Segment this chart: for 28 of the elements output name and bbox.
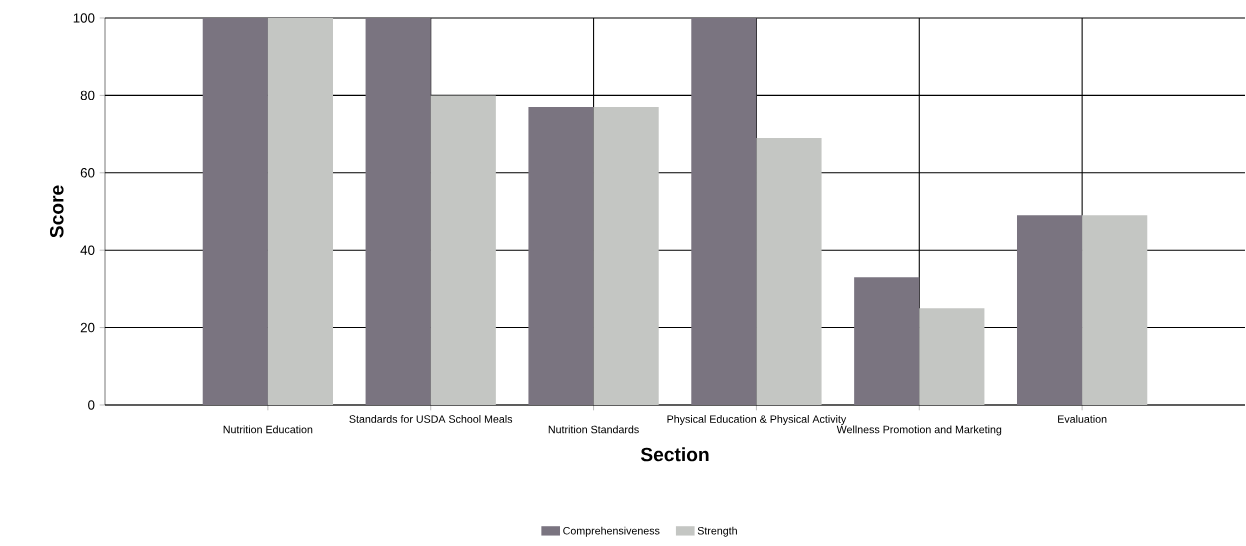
- bar: [430, 95, 496, 405]
- bar: [267, 17, 334, 405]
- x-axis-title: Section: [640, 447, 709, 462]
- bar: [528, 107, 594, 405]
- x-tick-label: Nutrition Education: [223, 425, 313, 434]
- y-tick-label: 60: [80, 168, 95, 178]
- x-tick-label: Standards for USDA School Meals: [349, 415, 513, 423]
- y-tick-label: 20: [80, 322, 95, 333]
- bar: [691, 17, 757, 405]
- x-tick-label: Evaluation: [1058, 415, 1107, 423]
- x-tick-label: Wellness Promotion and Marketing: [836, 425, 1002, 436]
- bar: [919, 308, 985, 405]
- bar: [1017, 215, 1083, 405]
- x-tick-label: Nutrition Standards: [548, 425, 639, 434]
- legend-label: Comprehensiveness: [563, 526, 660, 537]
- y-tick-label: 0: [88, 400, 95, 410]
- bar: [756, 137, 822, 405]
- x-tick-label: Physical Education & Physical Activity: [667, 415, 847, 425]
- bar: [365, 17, 431, 405]
- y-axis-title: Score: [49, 185, 64, 238]
- bar: [854, 277, 920, 405]
- y-tick-label: 40: [80, 245, 95, 255]
- bar: [202, 17, 268, 405]
- bar: [1082, 215, 1148, 405]
- y-tick-label: 100: [73, 13, 95, 23]
- y-tick-label: 80: [80, 90, 95, 101]
- legend-label: Strength: [697, 526, 737, 537]
- bar: [593, 107, 659, 405]
